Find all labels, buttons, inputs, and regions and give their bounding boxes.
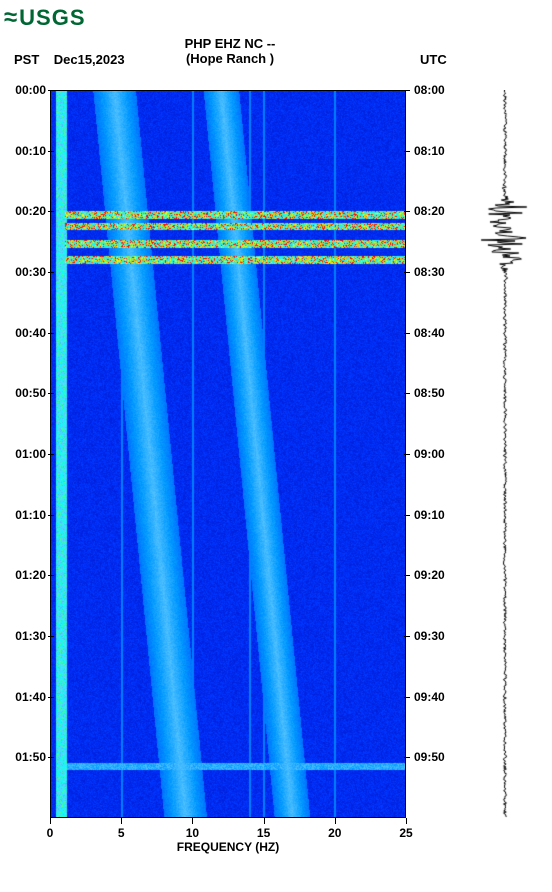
pst-date-label: PST Dec15,2023 (14, 52, 125, 67)
usgs-logo: ≈ USGS (4, 4, 86, 32)
y-left-tick-label: 01:10 (15, 508, 46, 522)
y-right-tick-label: 08:20 (414, 204, 445, 218)
utc-label: UTC (420, 52, 447, 67)
y-right-tick-label: 09:00 (414, 447, 445, 461)
y-right-tick-label: 09:10 (414, 508, 445, 522)
y-right-tick-label: 08:30 (414, 265, 445, 279)
pst-label: PST (14, 52, 39, 67)
logo-text: USGS (19, 5, 85, 31)
x-tick-label: 0 (47, 826, 54, 840)
y-left-tick-label: 00:00 (15, 83, 46, 97)
y-right-tick-label: 08:40 (414, 326, 445, 340)
y-left-tick-label: 01:40 (15, 690, 46, 704)
date-label: Dec15,2023 (54, 52, 125, 67)
x-axis-label: FREQUENCY (HZ) (50, 840, 406, 854)
spectrogram-plot (50, 90, 406, 818)
y-axis-right: 08:0008:1008:2008:3008:4008:5009:0009:10… (410, 90, 454, 818)
y-left-tick-label: 00:50 (15, 386, 46, 400)
y-right-tick-label: 09:40 (414, 690, 445, 704)
x-axis: FREQUENCY (HZ) 0510152025 (50, 818, 406, 858)
y-right-tick-label: 08:10 (414, 144, 445, 158)
y-left-tick-label: 01:00 (15, 447, 46, 461)
y-left-tick-label: 00:40 (15, 326, 46, 340)
y-left-tick-label: 01:50 (15, 750, 46, 764)
seismogram-trace (470, 90, 540, 818)
y-left-tick-label: 01:20 (15, 568, 46, 582)
y-axis-left: 00:0000:1000:2000:3000:4000:5001:0001:10… (4, 90, 48, 818)
x-tick-label: 5 (118, 826, 125, 840)
y-right-tick-label: 08:00 (414, 83, 445, 97)
y-right-tick-label: 09:30 (414, 629, 445, 643)
y-right-tick-label: 09:50 (414, 750, 445, 764)
y-left-tick-label: 01:30 (15, 629, 46, 643)
y-left-tick-label: 00:20 (15, 204, 46, 218)
logo-wave-icon: ≈ (4, 4, 17, 32)
y-right-tick-label: 09:20 (414, 568, 445, 582)
x-tick-label: 10 (186, 826, 199, 840)
x-tick-label: 20 (328, 826, 341, 840)
x-tick-label: 25 (399, 826, 412, 840)
x-tick-label: 15 (257, 826, 270, 840)
y-left-tick-label: 00:30 (15, 265, 46, 279)
station-code: PHP EHZ NC -- (0, 36, 460, 51)
y-right-tick-label: 08:50 (414, 386, 445, 400)
y-left-tick-label: 00:10 (15, 144, 46, 158)
